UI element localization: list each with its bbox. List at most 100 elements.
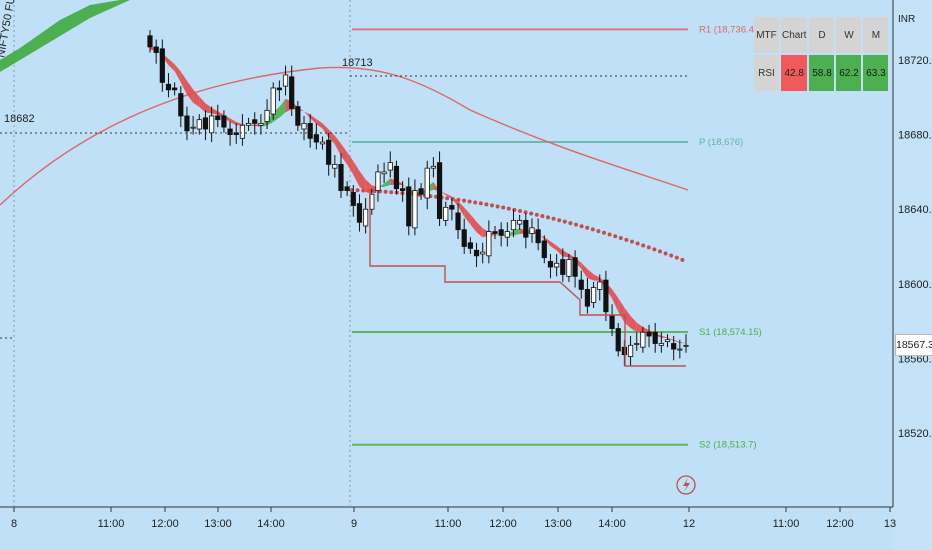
candle-body [615,328,621,352]
ribbon-segment [180,71,187,95]
ma-50-dot [574,222,578,227]
ma-50-dot [607,232,612,237]
ribbon-segment [470,214,477,233]
ma-50-dot [602,230,606,235]
candle-body [627,344,634,357]
annotation-label: 18713 [342,57,373,69]
ribbon-segment [347,152,354,175]
candle-body [646,331,652,337]
candle-body [418,188,424,195]
ribbon-segment [476,221,483,238]
candle-body [652,331,658,344]
candle-body [578,279,584,290]
x-tick-label: 13:00 [204,518,232,530]
pivot-label: S2 (18,513.7) [699,440,757,451]
ribbon-segment [593,274,600,281]
candle-body [289,76,295,109]
candle-body [473,249,480,257]
ma-50-dot [501,205,506,210]
ribbon-segment [451,196,459,207]
x-tick-label: 12:00 [151,518,179,530]
candle-body [295,106,301,126]
stop-line [369,190,686,367]
x-tick-label: 9 [351,518,357,530]
ma-50-dot [546,215,550,220]
rsi-weekly-value: 62.2 [836,55,862,91]
candle-body [541,240,547,259]
ribbon-segment [340,143,348,165]
candle-body [683,344,689,347]
ma-50-dot [383,189,388,194]
ribbon-segment [679,341,686,344]
y-tick-label: 18640.00 [898,204,932,216]
x-tick-label: 13 [884,518,896,530]
ribbon-segment [199,96,206,113]
ribbon-segment [587,269,594,281]
candle-body [517,219,523,225]
ribbon-segment [353,161,360,187]
candle-body [215,115,221,121]
candle-body [196,119,202,130]
y-tick-label: 18680.00 [898,130,932,142]
ma-50-dot [478,201,483,206]
ma-50-dot [557,218,562,223]
candle-body [584,288,591,307]
candle-body [276,87,282,91]
candle-body [590,287,597,303]
candle-body [153,46,159,53]
candle-body [209,115,215,134]
ma-50-dot [473,200,478,205]
ribbon-segment [211,107,218,115]
ma-50-dot [445,196,450,201]
ribbon-segment [642,326,650,334]
candle-body [399,188,406,191]
candle-body [566,259,572,277]
ribbon-segment [464,207,471,225]
x-tick-label: 12 [683,518,695,530]
candle-body [172,87,178,91]
candle-body [634,343,640,345]
rsi-monthly-value: 63.3 [863,55,889,91]
ribbon-segment [661,335,668,339]
candle-body [510,219,517,231]
ribbon-segment [624,307,631,329]
ma-50-dot [590,227,595,232]
candle-body [319,141,326,145]
candle-body [406,186,412,227]
lightning-icon[interactable] [676,475,696,495]
ma-50-dot [674,255,679,260]
x-axis-ticks: 8 11:00 12:00 13:00 14:00 9 11:00 12:00 13:00 14:… [11,507,896,530]
candle-body [461,229,467,247]
ma-50-dot [540,214,545,219]
candle-body [449,205,455,210]
ribbon-segment [562,250,569,258]
ma-50-dot [529,211,534,216]
currency-label: INR [898,14,916,25]
mtf-header-mtf: MTF [754,17,779,53]
candle-body [498,229,504,236]
candle-body [282,74,289,87]
ribbon-segment [513,228,520,236]
ma-50-dot [646,245,651,250]
ma-50-dot [462,198,466,203]
ribbon-segment [304,111,311,119]
y-axis-ticks: 18720.00 18680.00 18640.00 18600.00 18560.00… [898,55,932,440]
candle-body [245,123,252,126]
candle-body [560,259,566,275]
candle-body [640,331,646,348]
ma-50-dot [490,203,494,208]
candle-body [221,115,227,128]
ma-50-dot [652,247,657,252]
ribbon-segment [193,89,200,107]
x-tick-label: 11:00 [98,518,125,530]
ribbon-segment [538,233,545,240]
ribbon-segment [630,315,637,332]
ribbon-segment [550,241,557,251]
ribbon-segment [445,193,452,199]
mtf-header-chart: Chart [781,17,808,53]
candle-body [344,186,350,191]
ribbon-segment [544,237,551,247]
annotation-label: 18682 [4,113,35,125]
